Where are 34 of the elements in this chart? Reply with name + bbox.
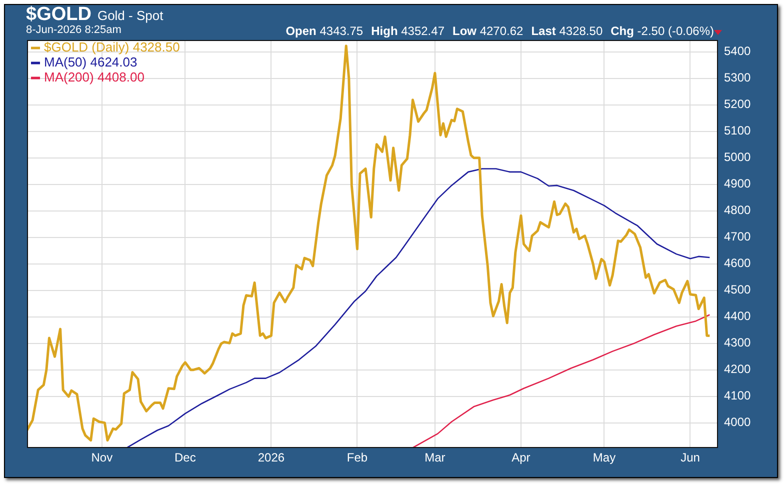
y-tick-label: 5300 [724,70,752,85]
x-tick-label: May [592,450,616,465]
y-tick-label: 5200 [724,97,752,112]
y-tick-label: 4200 [724,362,752,376]
chart-subtitle: Gold - Spot [97,8,164,23]
text: High 4352.47 [371,24,444,38]
legend-label: $GOLD (Daily) 4328.50 [44,40,180,55]
x-tick-label: Nov [91,450,113,465]
y-tick-label: 4800 [724,203,752,218]
text: Open 4343.75 [286,24,364,38]
y-tick-label: 4100 [724,388,752,403]
x-tick-label: Apr [512,450,530,465]
x-tick-label: Mar [424,450,446,465]
y-tick-label: 5400 [724,44,752,58]
legend-label: MA(200) 4408.00 [44,70,144,85]
text: Last 4328.50 [531,24,603,38]
x-tick-label: Jun [680,450,700,465]
y-tick-label: 4300 [724,336,752,350]
y-tick-label: 5100 [724,124,752,138]
x-tick-label: Dec [174,450,196,465]
chart-title: $GOLD [26,4,92,25]
y-tick-label: 4400 [724,309,752,324]
x-tick-label: Feb [346,450,368,465]
text: Low 4270.62 [452,24,524,38]
y-tick-label: 4900 [724,176,752,191]
x-tick-label: 2026 [258,450,285,465]
y-tick-label: 4000 [724,415,752,430]
y-tick-label: 4500 [724,282,752,297]
y-tick-label: 4600 [724,256,752,270]
text: 8-Jun-2026 8:25am [26,24,122,36]
y-tick-label: 4700 [724,230,752,244]
legend-label: MA(50) 4624.03 [44,54,138,70]
text: Chg -2.50 (-0.06%) [610,24,714,38]
y-tick-label: 5000 [724,150,752,164]
